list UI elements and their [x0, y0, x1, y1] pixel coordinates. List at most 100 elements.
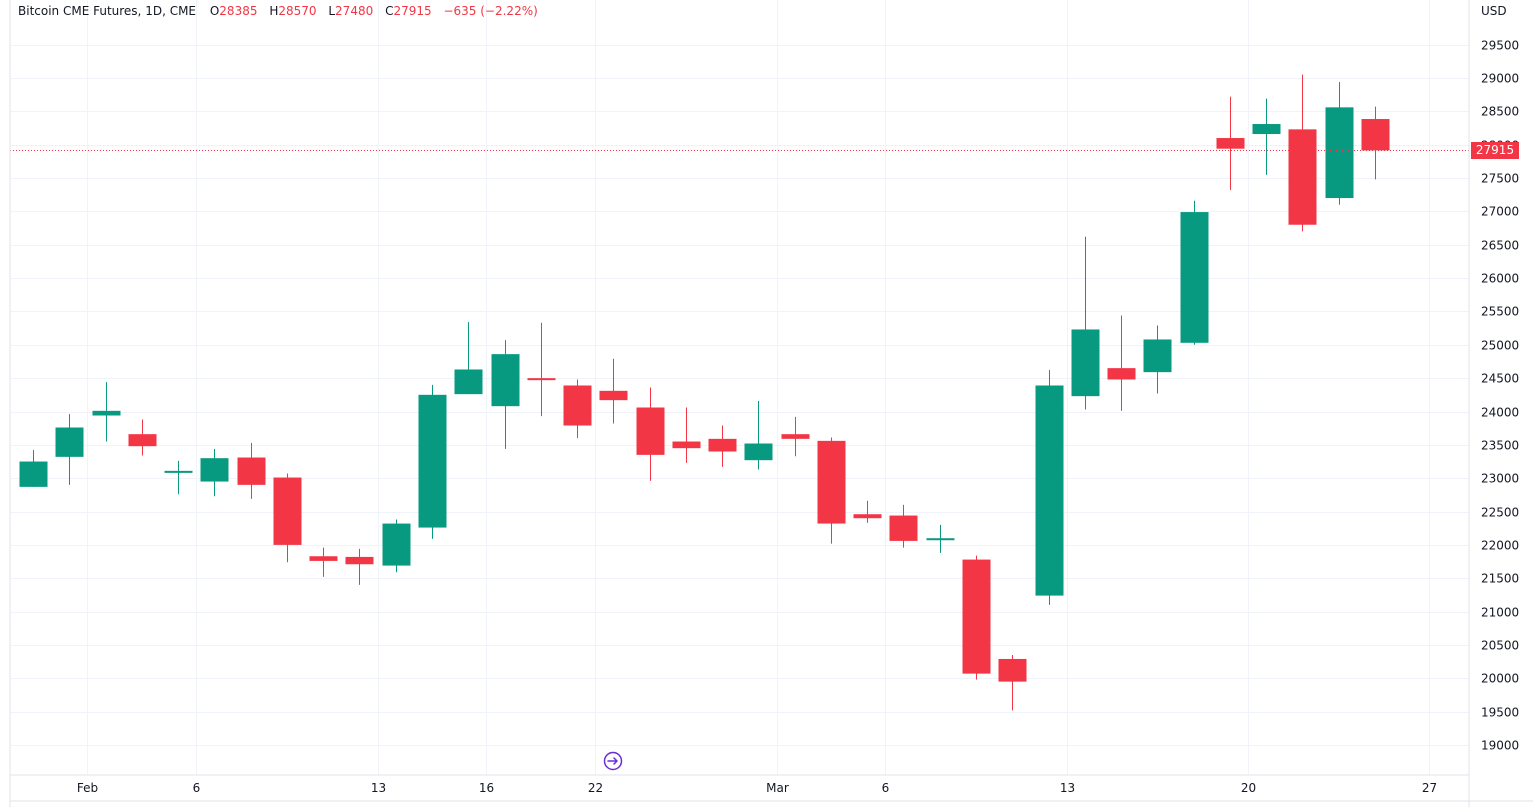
candle-down[interactable] [817, 437, 846, 544]
candle-down[interactable] [1107, 315, 1136, 411]
candle-body [962, 559, 991, 674]
candle-down[interactable] [998, 654, 1027, 711]
candle-body [1216, 138, 1245, 149]
x-tick-label: 13 [371, 781, 386, 795]
candle-body [708, 438, 737, 452]
candle-up[interactable] [1325, 82, 1354, 205]
x-tick-label: 27 [1422, 781, 1437, 795]
candle-body [19, 461, 48, 487]
high-value: 28570 [278, 4, 317, 18]
candle-up[interactable] [92, 382, 121, 442]
candle-up[interactable] [164, 460, 193, 495]
change-value: −635 (−2.22%) [443, 4, 538, 18]
y-tick-label: 29000 [1481, 72, 1519, 86]
candle-down[interactable] [781, 416, 810, 457]
price-axis: 19000 19500 20000 20500 21000 21500 22000 22500… [1481, 39, 1519, 753]
candle-up[interactable] [744, 400, 773, 470]
x-tick-label: 6 [882, 781, 890, 795]
candle-body [926, 538, 955, 541]
candle-up[interactable] [926, 524, 955, 553]
x-tick-label: 6 [193, 781, 201, 795]
candle-down[interactable] [527, 322, 556, 417]
candle-down[interactable] [128, 419, 157, 456]
candle-up[interactable] [200, 448, 229, 497]
low-label: L [328, 4, 336, 18]
candle-body [636, 407, 665, 455]
candle-body [237, 457, 266, 485]
candle-up[interactable] [55, 414, 84, 485]
candle-body [418, 394, 447, 528]
candle-down[interactable] [273, 473, 302, 563]
candle-down[interactable] [853, 500, 882, 523]
last-price-tag: 27915 [1471, 142, 1519, 159]
candle-body [672, 441, 701, 449]
candle-down[interactable] [599, 358, 628, 424]
candle-up[interactable] [1252, 98, 1281, 175]
candle-body [527, 378, 556, 381]
candle-body [273, 477, 302, 545]
candle-body [345, 556, 374, 565]
y-tick-label: 22000 [1481, 539, 1519, 553]
candle-body [1361, 119, 1390, 151]
go-to-realtime-icon[interactable] [603, 751, 623, 771]
candle-body [200, 458, 229, 482]
candle-body [1325, 107, 1354, 199]
candle-up[interactable] [382, 519, 411, 573]
y-tick-label: 23500 [1481, 439, 1519, 453]
candle-up[interactable] [19, 450, 48, 487]
candle-body [563, 385, 592, 426]
candle-down[interactable] [1216, 96, 1245, 191]
low-value: 27480 [335, 4, 374, 18]
candle-body [998, 658, 1027, 682]
y-tick-label: 19500 [1481, 706, 1519, 720]
y-tick-label: 24000 [1481, 406, 1519, 420]
candle-down[interactable] [889, 504, 918, 548]
y-tick-label: 24500 [1481, 372, 1519, 386]
candle-down[interactable] [672, 407, 701, 463]
candle-body [599, 390, 628, 401]
candle-down[interactable] [345, 548, 374, 585]
y-tick-label: 27000 [1481, 205, 1519, 219]
candle-body [309, 556, 338, 561]
candle-body [382, 523, 411, 566]
y-tick-label: 25500 [1481, 305, 1519, 319]
candle-up[interactable] [1143, 325, 1172, 394]
candle-body [1288, 129, 1317, 225]
chart-grid [10, 0, 1469, 775]
y-tick-label: 27500 [1481, 172, 1519, 186]
candle-body [853, 514, 882, 519]
candle-down[interactable] [1361, 106, 1390, 180]
open-value: 28385 [219, 4, 258, 18]
y-tick-label: 22500 [1481, 506, 1519, 520]
x-tick-label: Mar [766, 781, 789, 795]
candle-down[interactable] [237, 442, 266, 499]
high-label: H [269, 4, 279, 18]
candle-down[interactable] [1288, 74, 1317, 232]
candle-body [128, 434, 157, 447]
x-tick-label: 16 [479, 781, 494, 795]
open-label: O [209, 4, 220, 18]
candle-body [55, 427, 84, 457]
candle-down[interactable] [309, 547, 338, 577]
y-tick-label: 28500 [1481, 105, 1519, 119]
candle-body [1180, 212, 1209, 343]
candle-up[interactable] [454, 322, 483, 395]
candle-up[interactable] [418, 384, 447, 539]
candle-down[interactable] [708, 425, 737, 467]
y-tick-label: 26500 [1481, 239, 1519, 253]
candle-down[interactable] [636, 387, 665, 481]
candle-down[interactable] [962, 555, 991, 680]
candle-body [889, 515, 918, 541]
candle-up[interactable] [1071, 236, 1100, 410]
chart-legend: Bitcoin CME Futures, 1D, CME O28385 H285… [18, 4, 546, 18]
candle-body [744, 443, 773, 461]
candle-up[interactable] [1180, 200, 1209, 345]
time-axis: Feb 6 13 16 22 Mar 6 13 20 27 [77, 781, 1437, 795]
candle-up[interactable] [1035, 370, 1064, 605]
candle-body [1035, 385, 1064, 596]
y-tick-label: 19000 [1481, 739, 1519, 753]
x-tick-label: 22 [588, 781, 603, 795]
candle-down[interactable] [563, 379, 592, 439]
candle-up[interactable] [491, 340, 520, 449]
